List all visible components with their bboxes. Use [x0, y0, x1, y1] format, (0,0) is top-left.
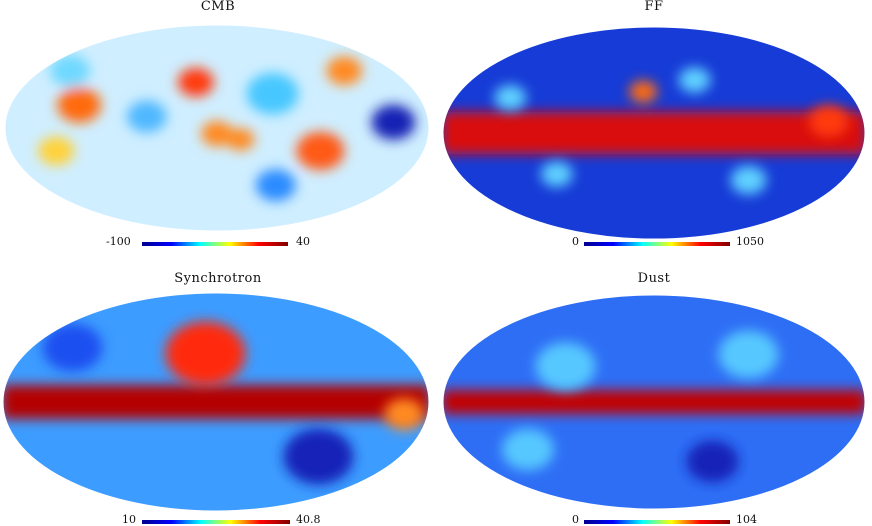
colorbar — [584, 520, 730, 524]
sky-feature — [50, 54, 91, 87]
colorbar-min-label: 10 — [122, 513, 136, 526]
sky-feature — [283, 428, 354, 485]
panel-synchrotron: Synchrotron 10 40.8 — [0, 262, 436, 526]
colorbar-max-label: 40.8 — [296, 513, 321, 526]
sky-feature — [177, 67, 214, 97]
map-outline — [442, 26, 866, 240]
sky-feature — [494, 84, 527, 111]
sky-feature — [165, 321, 246, 386]
sky-feature — [255, 169, 296, 202]
colorbar-min-label: -100 — [106, 235, 131, 248]
sky-feature — [38, 136, 75, 166]
panel-cmb: CMB -100 40 — [0, 0, 436, 262]
galactic-plane-band — [443, 111, 865, 155]
colorbar — [584, 242, 730, 246]
colorbar-max-label: 1050 — [736, 235, 764, 248]
mollweide-map — [442, 26, 866, 240]
sky-feature — [201, 120, 233, 147]
sky-feature — [57, 87, 102, 123]
sky-feature — [718, 330, 779, 379]
sky-feature — [371, 104, 416, 140]
sky-feature — [42, 323, 103, 372]
sky-feature — [629, 80, 658, 103]
colorbar-max-label: 40 — [296, 235, 310, 248]
map-outline — [442, 294, 866, 510]
panel-title: Dust — [637, 271, 671, 286]
sky-feature — [540, 161, 573, 188]
sky-feature — [686, 440, 739, 483]
sky-feature — [126, 100, 167, 133]
sky-feature — [730, 165, 767, 195]
panel-title: Synchrotron — [174, 271, 262, 286]
sky-feature — [226, 128, 255, 151]
colorbar-min-label: 0 — [572, 235, 579, 248]
colorbar — [142, 242, 288, 246]
mollweide-map — [442, 294, 866, 510]
sky-feature — [501, 428, 554, 471]
sky-feature — [246, 72, 299, 115]
sky-feature — [326, 56, 363, 86]
panel-ff: FF 0 1050 — [436, 0, 872, 262]
panel-title: FF — [644, 0, 664, 14]
panel-dust: Dust 0 104 — [436, 262, 872, 526]
galactic-plane-band — [443, 390, 865, 414]
map-outline — [4, 24, 430, 232]
mollweide-map — [2, 292, 430, 512]
galactic-plane-band — [3, 385, 429, 419]
sky-feature — [296, 131, 345, 171]
map-outline — [2, 292, 430, 512]
sky-feature — [535, 342, 596, 391]
colorbar — [142, 520, 290, 524]
panel-title: CMB — [200, 0, 236, 14]
colorbar-max-label: 104 — [736, 513, 757, 526]
sky-feature — [808, 105, 849, 138]
sky-feature — [384, 398, 425, 431]
mollweide-map — [4, 24, 430, 232]
colorbar-min-label: 0 — [572, 513, 579, 526]
sky-feature — [678, 67, 711, 93]
